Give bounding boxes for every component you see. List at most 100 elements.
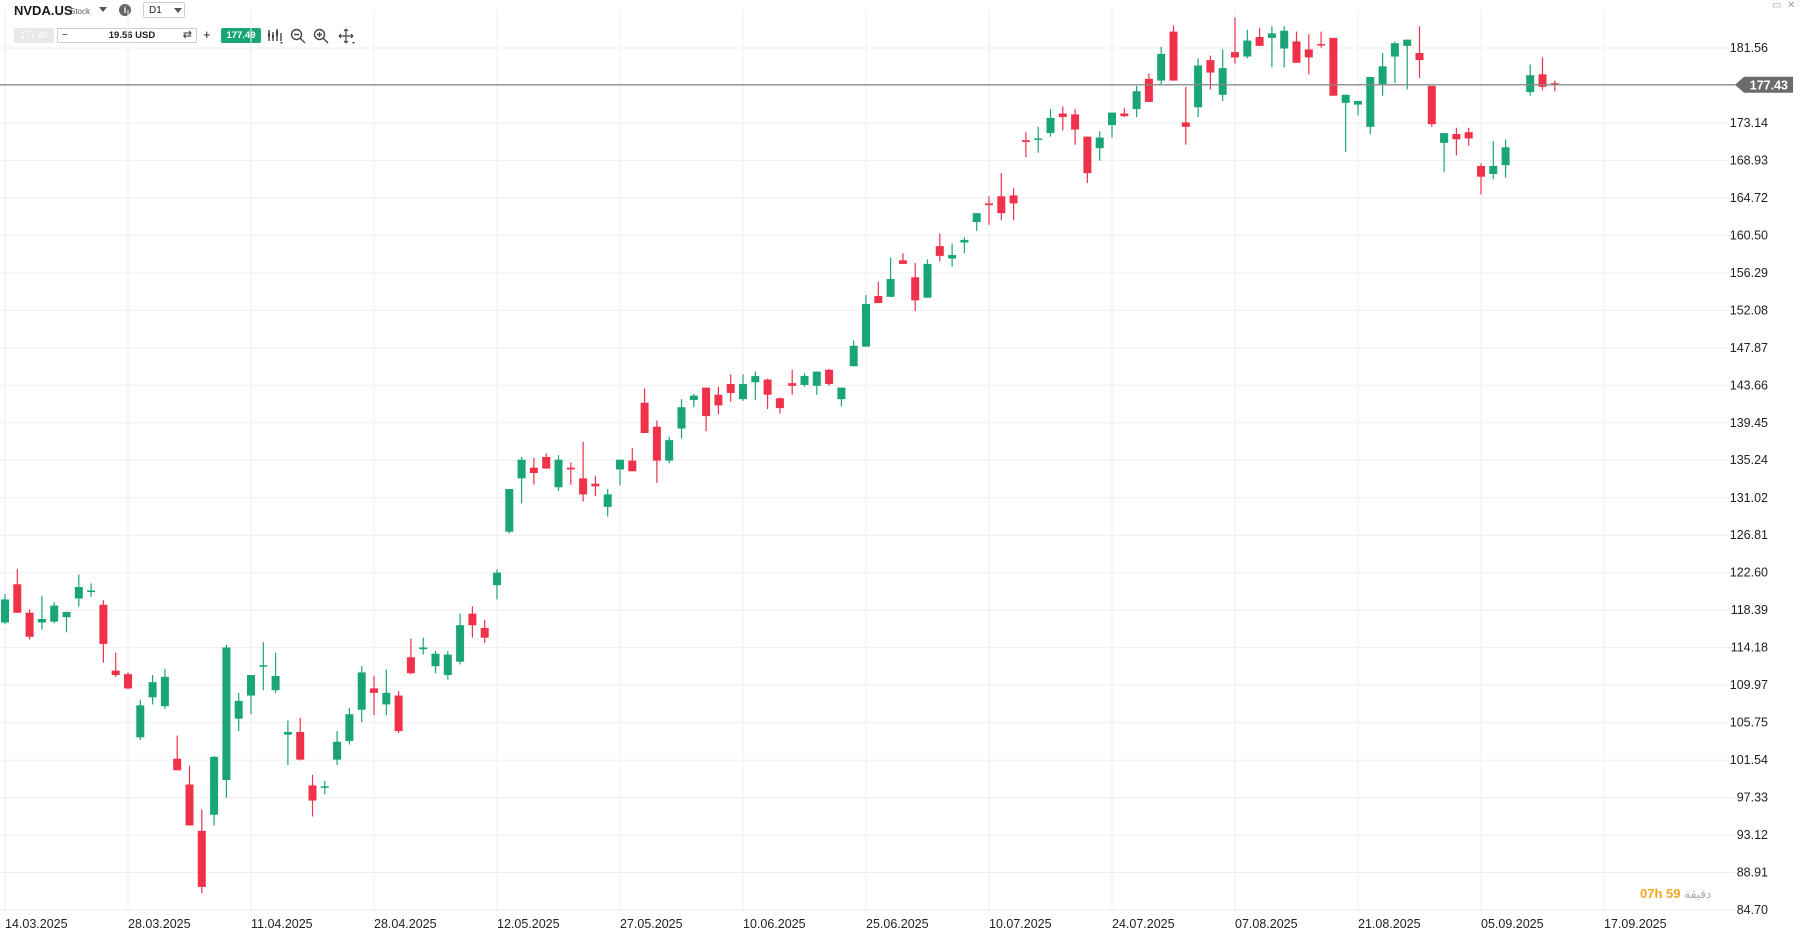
spread-value[interactable]: 19.56 USD [108,30,156,41]
symbol-dropdown-chevron-down-icon[interactable] [99,7,107,12]
price-axis[interactable]: 84.70 88.91 93.12 97.33 101.54 105.75 109.97 11… [1730,41,1768,917]
candle-body [1403,39,1412,46]
candle-body [591,483,600,487]
candle [333,731,342,765]
restore-icon[interactable]: ▭ [1772,0,1782,11]
candle-body [1452,133,1461,140]
candle [886,257,895,297]
candle-body [87,590,96,593]
candle [1427,85,1436,127]
candle-body [1526,75,1535,93]
candle [1477,163,1485,195]
candle-body [1169,31,1178,81]
candle [1440,133,1449,173]
candle [1329,37,1338,96]
bid-price-button[interactable]: 177.40 [14,28,54,43]
candle-body [1366,77,1375,127]
candle-body [1021,140,1030,142]
y-tick-label: 164.72 [1730,191,1768,205]
decrease-button[interactable]: − [62,30,68,41]
candle-body [1108,112,1116,126]
candle [1,594,9,625]
candle-body [222,647,231,781]
candle-body [665,440,674,461]
candle-body [1427,85,1436,125]
candle [529,457,538,485]
candle-body [1058,113,1067,118]
zoom-in-icon[interactable] [312,27,330,45]
candle-body [566,467,575,470]
candle [751,371,760,401]
candle-body [1464,132,1473,139]
candle-body [751,376,760,383]
candle [1071,109,1080,145]
candle [50,602,59,624]
candle-body [935,246,944,256]
candle-body [1267,33,1276,38]
candle-body [13,584,22,613]
candle [726,374,735,402]
candle [960,237,969,254]
candles [1,17,1559,894]
symbol-type: Stock [70,7,91,16]
y-tick-label: 135.24 [1730,453,1768,467]
candle [308,774,317,817]
crosshair-icon[interactable] [337,27,355,45]
candle-body [837,387,846,400]
candle-body [1390,43,1399,57]
candle [652,420,661,483]
y-tick-label: 173.14 [1730,116,1768,130]
symbol-name[interactable]: NVDA.US [14,3,73,18]
candle [677,399,686,439]
y-tick-label: 122.60 [1730,566,1768,580]
candle [1341,94,1350,152]
increase-button[interactable]: + [203,27,211,42]
candle-body [1341,94,1350,103]
candle [1218,49,1227,102]
candle [87,583,96,597]
candle-body [25,612,34,637]
candle-body [333,741,342,760]
candle [997,173,1006,221]
x-tick-label: 05.09.2025 [1481,917,1544,931]
candle-body [1206,60,1215,73]
candle [271,652,280,693]
candle [259,642,268,691]
candle [185,765,194,826]
candle [493,569,501,600]
candle [800,373,809,387]
candle-body [517,459,526,479]
indicators-icon[interactable] [266,27,284,45]
volume-stepper[interactable]: − 19.56 USD ⇄ [57,28,197,43]
candle-body [689,395,698,401]
close-icon[interactable]: ✕ [1787,0,1796,11]
candle-body [652,426,661,461]
candle [197,809,206,894]
candle-body [1095,137,1104,149]
time-axis[interactable]: 14.03.2025 28.03.2025 11.04.2025 28.04.2025… [5,917,1667,931]
x-tick-label: 10.06.2025 [743,917,806,931]
candle-body [640,402,649,433]
timeframe-chevron-down-icon [174,8,182,13]
timeframe-select[interactable]: D1 [143,2,185,18]
candle-body [443,654,452,676]
x-tick-label: 10.07.2025 [989,917,1052,931]
candle-body [480,627,489,638]
candle-body [1304,49,1313,58]
swap-icon[interactable]: ⇄ [182,29,192,41]
candle [1403,39,1412,90]
candle [862,295,870,347]
y-tick-label: 93.12 [1737,828,1768,842]
candle-body [50,605,59,622]
candle [456,613,465,665]
candle-body [1415,52,1424,61]
y-tick-label: 105.75 [1730,716,1768,730]
candle [431,651,440,674]
candle-body [74,586,83,599]
zoom-out-icon[interactable] [289,27,307,45]
candle [210,756,219,826]
candle [1095,131,1104,161]
candle-body [948,255,957,259]
y-tick-label: 118.39 [1731,603,1768,617]
